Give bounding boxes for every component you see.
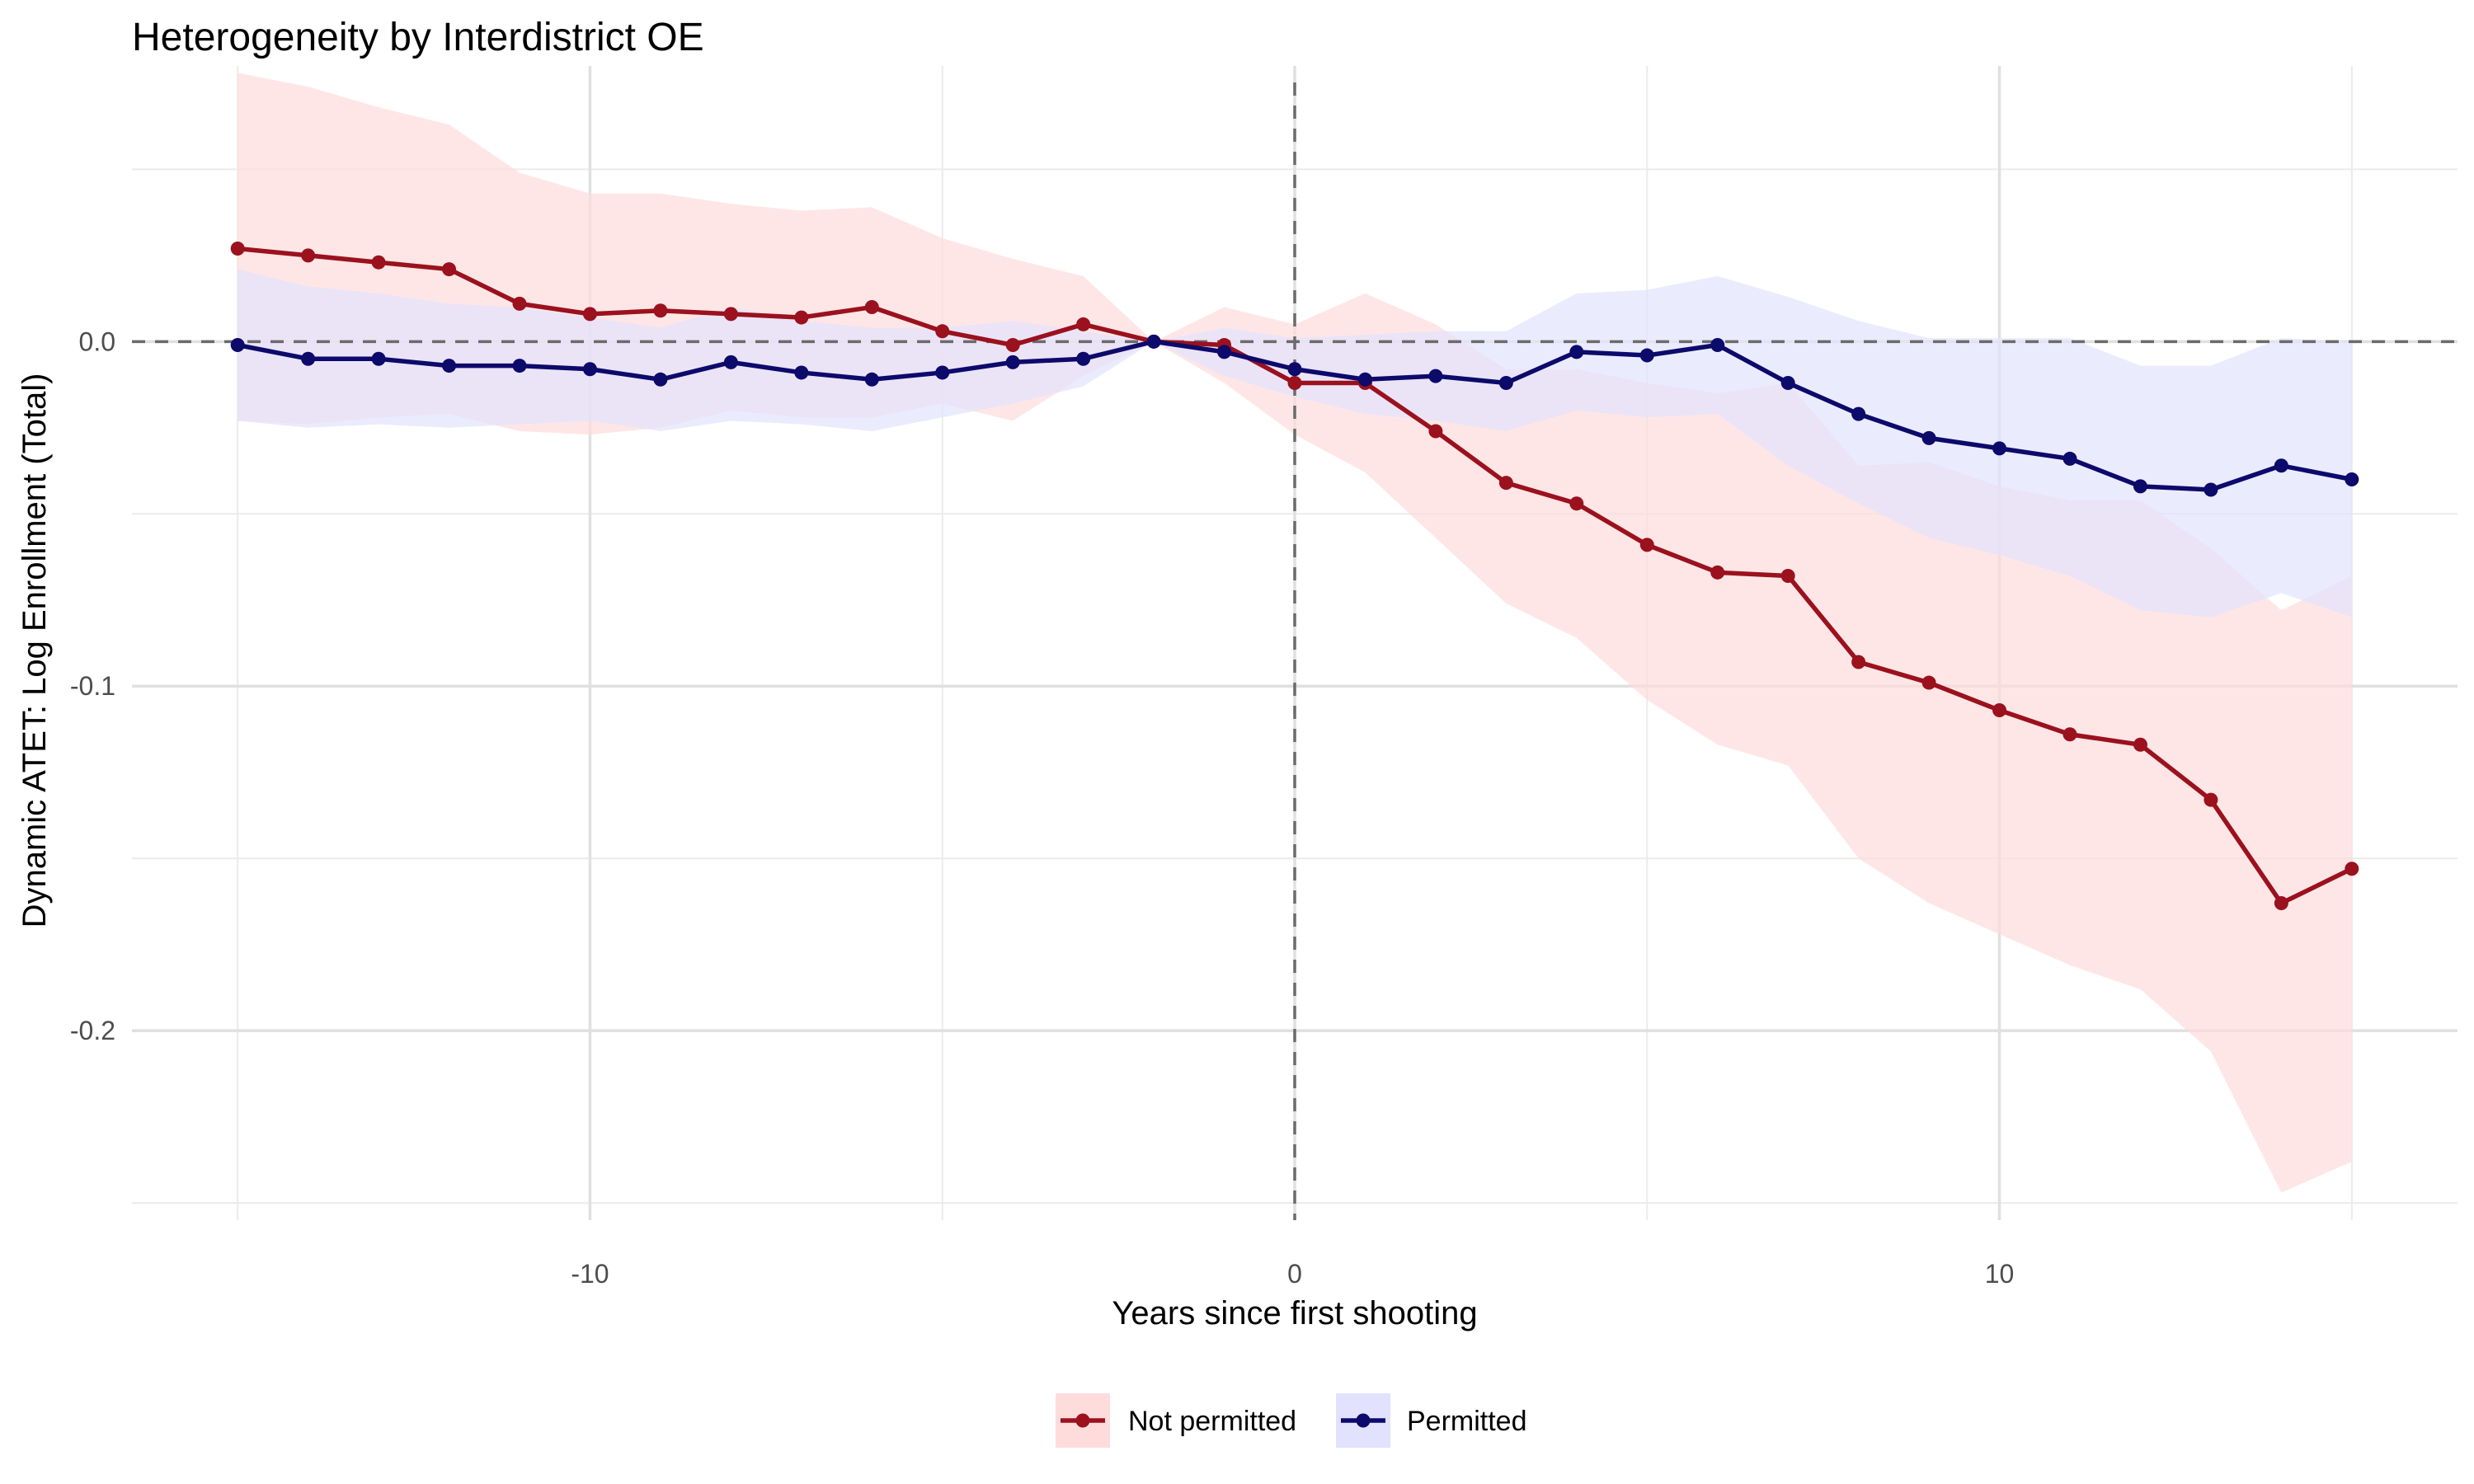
data-point-not-permitted <box>794 310 809 325</box>
data-point-not-permitted <box>1921 675 1936 690</box>
data-point-not-permitted <box>1851 655 1866 669</box>
data-point-permitted <box>723 355 738 369</box>
data-point-permitted <box>864 372 879 387</box>
data-point-permitted <box>1146 334 1161 349</box>
confidence-bands <box>238 73 2352 1193</box>
y-tick-label: -0.1 <box>70 671 115 701</box>
data-point-not-permitted <box>2274 896 2288 911</box>
data-point-permitted <box>2274 458 2288 473</box>
data-point-permitted <box>230 338 245 353</box>
y-axis-ticks: -0.2 -0.1 0.0 <box>70 326 115 1045</box>
data-point-permitted <box>1428 369 1443 383</box>
x-tick-label: 10 <box>1985 1259 2015 1289</box>
legend-key-point-not-permitted <box>1075 1413 1090 1428</box>
data-point-not-permitted <box>371 255 386 270</box>
data-point-not-permitted <box>301 248 316 263</box>
data-point-permitted <box>1851 406 1866 421</box>
data-point-not-permitted <box>1569 496 1584 511</box>
reference-lines <box>132 82 2458 1220</box>
data-point-permitted <box>582 362 597 377</box>
data-point-not-permitted <box>1992 702 2007 717</box>
x-tick-label: -10 <box>571 1259 609 1289</box>
data-point-permitted <box>1710 338 1725 353</box>
data-point-not-permitted <box>1639 538 1654 552</box>
x-axis-ticks: -10 0 10 <box>571 1259 2014 1289</box>
data-point-not-permitted <box>1287 375 1302 390</box>
data-point-not-permitted <box>2345 862 2359 876</box>
series-lines <box>230 241 2359 911</box>
data-point-permitted <box>371 351 386 366</box>
x-tick-label: 0 <box>1287 1259 1302 1289</box>
data-point-not-permitted <box>230 241 245 256</box>
legend-label-permitted: Permitted <box>1407 1406 1527 1437</box>
data-point-not-permitted <box>723 307 738 322</box>
data-point-not-permitted <box>2133 737 2147 752</box>
data-point-not-permitted <box>1005 338 1020 353</box>
data-point-permitted <box>1780 375 1795 390</box>
data-point-permitted <box>653 372 668 387</box>
y-axis-title: Dynamic ATET: Log Enrollment (Total) <box>16 373 53 928</box>
data-point-permitted <box>2062 451 2077 466</box>
data-point-permitted <box>1921 430 1936 445</box>
data-point-permitted <box>1569 345 1584 359</box>
x-axis-title: Years since first shooting <box>1112 1295 1477 1331</box>
data-point-not-permitted <box>1780 569 1795 584</box>
data-point-not-permitted <box>512 296 527 311</box>
data-point-not-permitted <box>1710 565 1725 580</box>
data-point-permitted <box>512 359 527 373</box>
data-point-permitted <box>2133 479 2147 494</box>
y-tick-label: -0.2 <box>70 1016 115 1045</box>
data-point-permitted <box>1639 348 1654 363</box>
data-point-not-permitted <box>582 307 597 322</box>
data-point-permitted <box>1287 362 1302 377</box>
data-point-permitted <box>1498 375 1513 390</box>
data-point-not-permitted <box>653 303 668 318</box>
legend-label-not-permitted: Not permitted <box>1128 1406 1296 1437</box>
ci-band-permitted <box>238 269 2352 618</box>
data-point-permitted <box>935 365 950 380</box>
data-point-not-permitted <box>1498 476 1513 491</box>
data-point-permitted <box>1005 355 1020 369</box>
chart-title: Heterogeneity by Interdistrict OE <box>132 16 704 59</box>
data-point-not-permitted <box>1076 317 1091 331</box>
data-point-permitted <box>1357 372 1372 387</box>
legend-key-point-permitted <box>1356 1413 1371 1428</box>
data-point-permitted <box>1217 345 1232 359</box>
data-point-permitted <box>301 351 316 366</box>
data-point-not-permitted <box>442 262 457 277</box>
data-point-not-permitted <box>2204 792 2218 807</box>
data-point-not-permitted <box>2062 727 2077 742</box>
y-tick-label: 0.0 <box>79 326 115 356</box>
legend: Not permitted Permitted <box>1056 1393 1527 1448</box>
data-point-not-permitted <box>1428 424 1443 439</box>
data-point-permitted <box>794 365 809 380</box>
data-point-not-permitted <box>935 324 950 339</box>
data-point-not-permitted <box>864 300 879 315</box>
data-point-permitted <box>2345 472 2359 486</box>
data-point-permitted <box>1992 441 2007 456</box>
data-point-permitted <box>2204 482 2218 497</box>
data-point-permitted <box>1076 351 1091 366</box>
data-point-permitted <box>442 359 457 373</box>
